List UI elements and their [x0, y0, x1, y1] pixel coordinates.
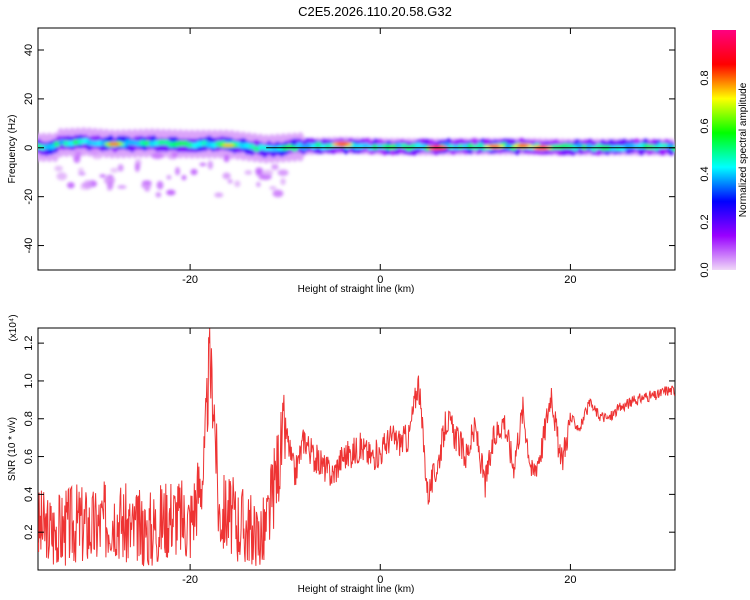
snr-ytick-label: 0.2 — [23, 525, 35, 540]
colorbar-ticks: 0.0 0.2 0.4 0.6 0.8 — [699, 70, 711, 277]
heat-scatter — [258, 175, 264, 180]
colorbar: 0.0 0.2 0.4 0.6 0.8 Normalized spectral ampl… — [699, 30, 749, 278]
colorbar-tick-label: 0.0 — [699, 262, 711, 277]
heat-scatter — [175, 167, 181, 176]
snr-ylabel: SNR (10 * v/v) — [7, 417, 18, 481]
heat-scatter — [144, 186, 150, 192]
heat-scatter — [280, 178, 286, 186]
heat-scatter — [181, 174, 187, 181]
heat-scatter — [207, 160, 214, 170]
heat-scatter — [271, 163, 279, 170]
heat-scatter — [117, 164, 124, 172]
heat-scatter — [255, 167, 264, 175]
snr-xtick-label: -20 — [182, 574, 198, 586]
colorbar-tick-label: 0.8 — [699, 70, 711, 85]
snr-ytick-label: 0.6 — [23, 449, 35, 464]
snr-multiplier: (x10⁴) — [8, 314, 19, 341]
heat-hot-spot — [222, 143, 235, 147]
spectrogram-panel: -20 0 20 -40 -20 0 20 40 Height of straight lin… — [7, 27, 676, 295]
heat-scatter — [67, 182, 75, 189]
spectrogram-xtick-label: -20 — [182, 274, 198, 286]
spectrogram-xtick-label: 20 — [564, 274, 576, 286]
heat-scatter — [223, 154, 230, 163]
heat-hot-spot — [516, 144, 529, 148]
heat-scatter — [110, 167, 119, 173]
snr-ytick-label: 0.4 — [23, 487, 35, 502]
heat-scatter — [166, 175, 172, 180]
heat-scatter — [54, 165, 63, 172]
heat-scatter — [190, 168, 198, 176]
snr-series-line — [38, 328, 675, 567]
heat-scatter — [227, 179, 233, 184]
heat-blobs — [38, 127, 675, 198]
spectrogram-heat — [38, 127, 675, 198]
heat-core — [291, 145, 299, 152]
snr-ytick-label: 0.8 — [23, 411, 35, 426]
snr-ytick-label: 1.2 — [23, 335, 35, 350]
spectrogram-ticks: -20 0 20 -40 -20 0 20 40 — [23, 28, 675, 286]
heat-scatter — [170, 152, 178, 157]
spectrogram-ytick-label: 20 — [23, 93, 35, 105]
spectrogram-xlabel: Height of straight line (km) — [298, 284, 415, 295]
heat-scatter — [269, 186, 277, 190]
heat-scatter — [199, 162, 207, 167]
heat-scatter — [214, 192, 224, 198]
snr-ticks: -20 0 20 0.2 0.4 0.6 0.8 1.0 1.2 — [23, 328, 675, 586]
heat-scatter — [256, 181, 261, 188]
heat-core — [671, 145, 675, 152]
spectrogram-ytick-label: -20 — [23, 189, 35, 205]
colorbar-tick-label: 0.4 — [699, 166, 711, 181]
heat-scatter — [272, 189, 284, 198]
spectrogram-ytick-label: 40 — [23, 44, 35, 56]
heat-scatter — [134, 162, 141, 172]
heat-scatter — [180, 151, 187, 157]
figure-title: C2E5.2026.110.20.58.G32 — [298, 4, 452, 19]
heat-scatter — [99, 174, 106, 178]
spectrogram-ytick-label: -40 — [23, 238, 35, 254]
heat-scatter — [90, 150, 100, 155]
heat-hot-spot — [108, 142, 121, 146]
colorbar-label: Normalized spectral amplitude — [738, 82, 749, 217]
heat-scatter — [262, 169, 274, 176]
heat-scatter — [234, 180, 241, 188]
snr-xtick-label: 0 — [377, 574, 383, 586]
heat-scatter — [277, 169, 289, 177]
heat-scatter — [56, 172, 68, 181]
colorbar-tick-label: 0.6 — [699, 118, 711, 133]
spectrogram-ylabel: Frequency (Hz) — [7, 115, 18, 184]
heat-scatter — [117, 185, 127, 189]
snr-ytick-label: 1.0 — [23, 373, 35, 388]
snr-xtick-label: 20 — [564, 574, 576, 586]
snr-panel: -20 0 20 0.2 0.4 0.6 0.8 1.0 1.2 (x10⁴) Height o… — [7, 314, 676, 595]
heat-scatter — [78, 167, 84, 174]
colorbar-tick-label: 0.2 — [699, 214, 711, 229]
heat-scatter — [103, 175, 116, 185]
heat-scatter — [83, 180, 92, 189]
spectrogram-xtick-label: 0 — [377, 274, 383, 286]
heat-hot-spot — [336, 142, 349, 146]
snr-xlabel: Height of straight line (km) — [298, 584, 415, 595]
colorbar-gradient — [712, 30, 736, 270]
heat-scatter — [156, 180, 164, 190]
heat-scatter — [155, 191, 162, 198]
heat-scatter — [244, 170, 253, 175]
heat-scatter — [151, 152, 164, 160]
heat-scatter — [166, 189, 176, 196]
heat-scatter — [222, 172, 231, 180]
spectrogram-ytick-label: 0 — [23, 145, 35, 151]
heat-scatter — [73, 154, 81, 164]
